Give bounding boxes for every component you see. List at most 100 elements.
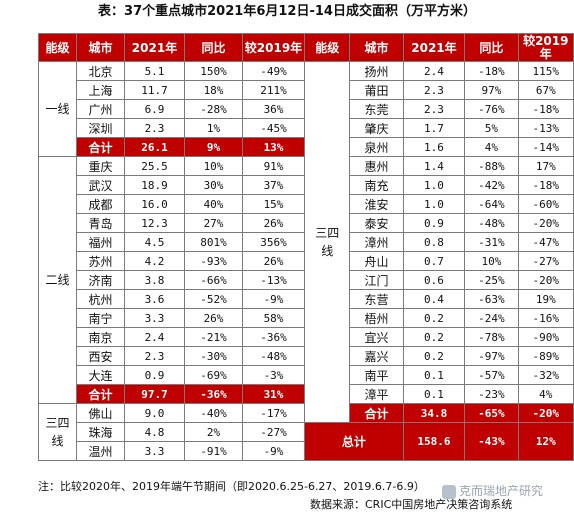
area-2021-cell: 0.4 [402, 289, 466, 309]
table-row: 三四线佛山 9.0 -40% -17% [38, 403, 305, 461]
area-2021-cell: 25.5 [124, 156, 185, 176]
header-2021: 2021年 [124, 33, 185, 62]
grand-total-label: 总计 [304, 422, 404, 461]
table-row: 杭州 3.6 -52% -9% [39, 289, 305, 309]
area-2021-cell: 1.6 [402, 137, 466, 157]
city-cell: 上海 [76, 80, 125, 100]
yoy-cell: 2% [184, 422, 243, 442]
header-2021: 2021年 [402, 33, 466, 62]
tier-label: 线 [51, 434, 64, 448]
area-2021-cell: 2.3 [402, 80, 466, 100]
table-row: 泉州 1.6 4% -14% [305, 137, 574, 157]
area-2021-cell: 18.9 [124, 175, 185, 195]
vs2019-cell: -18% [517, 175, 574, 195]
vs2019-cell: -48% [242, 346, 305, 366]
yoy-cell: 10% [184, 156, 243, 176]
tier-label: 一线 [45, 102, 70, 116]
vs2019-cell: -20% [517, 403, 574, 423]
area-2021-cell: 1.7 [402, 118, 466, 138]
city-cell: 合计 [76, 384, 125, 404]
vs2019-cell: -3% [242, 365, 305, 385]
city-cell: 漳平 [349, 384, 404, 404]
city-cell: 南充 [349, 175, 404, 195]
vs2019-cell: -17% [242, 403, 305, 423]
vs2019-cell: 67% [517, 80, 574, 100]
tier-label-cell: 三四线 [38, 403, 77, 461]
vs2019-cell: -14% [517, 137, 574, 157]
area-2021-cell: 2.4 [124, 327, 185, 347]
city-cell: 南平 [349, 365, 404, 385]
area-2021-cell: 3.3 [124, 441, 185, 461]
vs2019-cell: -20% [517, 213, 574, 233]
yoy-cell: 30% [184, 175, 243, 195]
vs2019-cell: -13% [517, 118, 574, 138]
table-row: 惠州 1.4 -88% 17% [305, 156, 574, 176]
city-cell: 合计 [349, 403, 404, 423]
yoy-cell: -69% [184, 365, 243, 385]
tier-label: 三四 [45, 416, 70, 430]
area-2021-cell: 2.3 [124, 118, 185, 138]
yoy-cell: -42% [464, 175, 519, 195]
yoy-cell: -30% [184, 346, 243, 366]
city-cell: 苏州 [76, 251, 125, 271]
yoy-cell: -25% [464, 270, 519, 290]
yoy-cell: 18% [184, 80, 243, 100]
city-cell: 嘉兴 [349, 346, 404, 366]
area-2021-cell: 11.7 [124, 80, 185, 100]
area-2021-cell: 34.8 [402, 403, 466, 423]
table-row: 肇庆 1.7 5% -13% [305, 118, 574, 138]
grand-total-vs2019: 12% [517, 422, 574, 461]
area-2021-cell: 0.2 [402, 308, 466, 328]
yoy-cell: -93% [184, 251, 243, 271]
city-cell: 福州 [76, 232, 125, 252]
header-yoy: 同比 [464, 33, 519, 62]
footnote: 注：比较2020年、2019年端午节期间（即2020.6.25-6.27、201… [38, 480, 425, 493]
vs2019-cell: -27% [242, 422, 305, 442]
vs2019-cell: -47% [517, 232, 574, 252]
tier-label: 线 [321, 244, 334, 258]
header-city: 城市 [76, 33, 125, 62]
header-tier: 能级 [38, 33, 77, 62]
table-row: 一线 北京 5.1 150% -49% [38, 61, 305, 157]
yoy-cell: -31% [464, 232, 519, 252]
city-cell: 泉州 [349, 137, 404, 157]
area-2021-cell: 2.3 [402, 99, 466, 119]
right-table: 能级 城市 2021年 同比 较2019年 三四线扬州 2.4 -18% 115% 莆田… [303, 33, 574, 461]
yoy-cell: -18% [464, 61, 519, 81]
vs2019-cell: 211% [242, 80, 305, 100]
area-2021-cell: 1.0 [402, 175, 466, 195]
area-2021-cell: 97.7 [124, 384, 185, 404]
city-cell: 惠州 [349, 156, 404, 176]
area-2021-cell: 4.5 [124, 232, 185, 252]
table-row: 青岛 12.3 27% 26% [39, 213, 305, 233]
vs2019-cell: -32% [517, 365, 574, 385]
yoy-cell: -97% [464, 346, 519, 366]
vs2019-cell: -27% [517, 251, 574, 271]
vs2019-cell: 31% [242, 384, 305, 404]
area-2021-cell: 0.8 [402, 232, 466, 252]
vs2019-cell: -16% [517, 308, 574, 328]
table-row: 温州 3.3 -91% -9% [39, 441, 305, 461]
yoy-cell: 801% [184, 232, 243, 252]
city-cell: 东莞 [349, 99, 404, 119]
vs2019-cell: -9% [242, 441, 305, 461]
yoy-cell: 40% [184, 194, 243, 214]
tier-label: 二线 [45, 273, 70, 287]
total-row: 合计 34.8 -65% -20% [305, 403, 574, 423]
vs2019-cell: 17% [517, 156, 574, 176]
table-row: 三四线扬州 2.4 -18% 115% [303, 61, 574, 423]
city-cell: 温州 [76, 441, 125, 461]
yoy-cell: -28% [184, 99, 243, 119]
table-row: 东营 0.4 -63% 19% [305, 289, 574, 309]
area-2021-cell: 0.2 [402, 346, 466, 366]
vs2019-cell: -60% [517, 194, 574, 214]
area-2021-cell: 0.9 [402, 213, 466, 233]
area-2021-cell: 1.0 [402, 194, 466, 214]
vs2019-cell: 37% [242, 175, 305, 195]
vs2019-cell: -89% [517, 346, 574, 366]
yoy-cell: -78% [464, 327, 519, 347]
table-row: 南京 2.4 -21% -36% [39, 327, 305, 347]
table-title: 表：37个重点城市2021年6月12日-14日成交面积（万平方米） [98, 4, 476, 19]
vs2019-cell: -45% [242, 118, 305, 138]
yoy-cell: -40% [184, 403, 243, 423]
